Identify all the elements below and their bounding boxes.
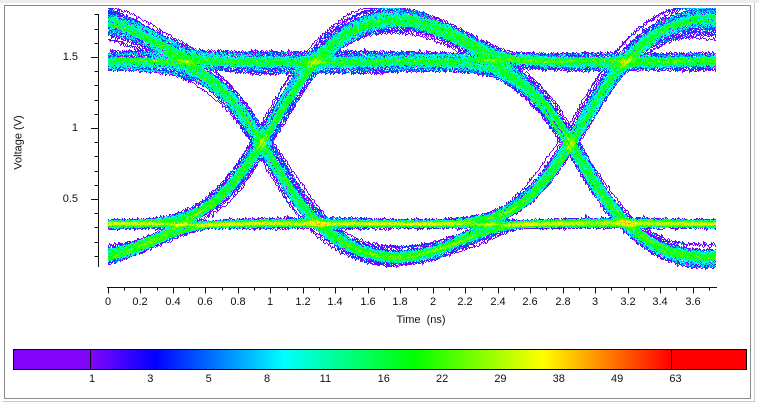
colorbar-tick-label: 22 bbox=[435, 373, 449, 385]
colorbar-tick-label: 63 bbox=[669, 373, 682, 385]
y-tick-label: 1.5 bbox=[62, 51, 78, 63]
colorbar-tick-label: 8 bbox=[263, 373, 271, 385]
x-tick-label: 3.6 bbox=[685, 296, 701, 308]
y-axis-title: Voltage (V) bbox=[12, 115, 25, 170]
colorbar-tick-label: 49 bbox=[611, 373, 624, 385]
x-axis-title: Time (ns) bbox=[396, 314, 446, 326]
colorbar-over-range-swatch bbox=[672, 350, 746, 369]
colorbar-tick-label: 16 bbox=[377, 373, 390, 385]
colorbar-tick-label: 29 bbox=[494, 373, 507, 385]
y-tick-label: 0.5 bbox=[62, 193, 78, 205]
colorbar-tick-label: 5 bbox=[205, 373, 212, 385]
y-tick-label: 1 bbox=[71, 122, 78, 134]
colorbar-tick-label: 11 bbox=[319, 373, 332, 385]
density-colorbar bbox=[13, 349, 747, 370]
colorbar-under-range-swatch bbox=[14, 350, 90, 369]
colorbar-tick-labels: 1 3 5 8 11 16 22 29 38 49 63 bbox=[0, 373, 759, 387]
colorbar-tick-label: 3 bbox=[147, 373, 154, 385]
colorbar-tick-label: 1 bbox=[88, 373, 96, 385]
colorbar-gradient bbox=[90, 350, 672, 369]
colorbar-tick-label: 38 bbox=[552, 373, 565, 385]
